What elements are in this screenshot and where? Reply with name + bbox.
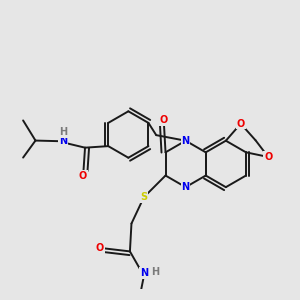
Text: O: O	[160, 115, 168, 125]
Text: N: N	[140, 268, 148, 278]
Text: H: H	[59, 127, 67, 137]
Text: O: O	[237, 119, 245, 129]
Text: N: N	[59, 136, 67, 146]
Text: N: N	[182, 182, 190, 192]
Text: O: O	[96, 243, 104, 253]
Text: N: N	[182, 136, 190, 146]
Text: H: H	[151, 266, 159, 277]
Text: O: O	[79, 170, 87, 181]
Text: S: S	[140, 192, 147, 202]
Text: O: O	[264, 152, 272, 162]
